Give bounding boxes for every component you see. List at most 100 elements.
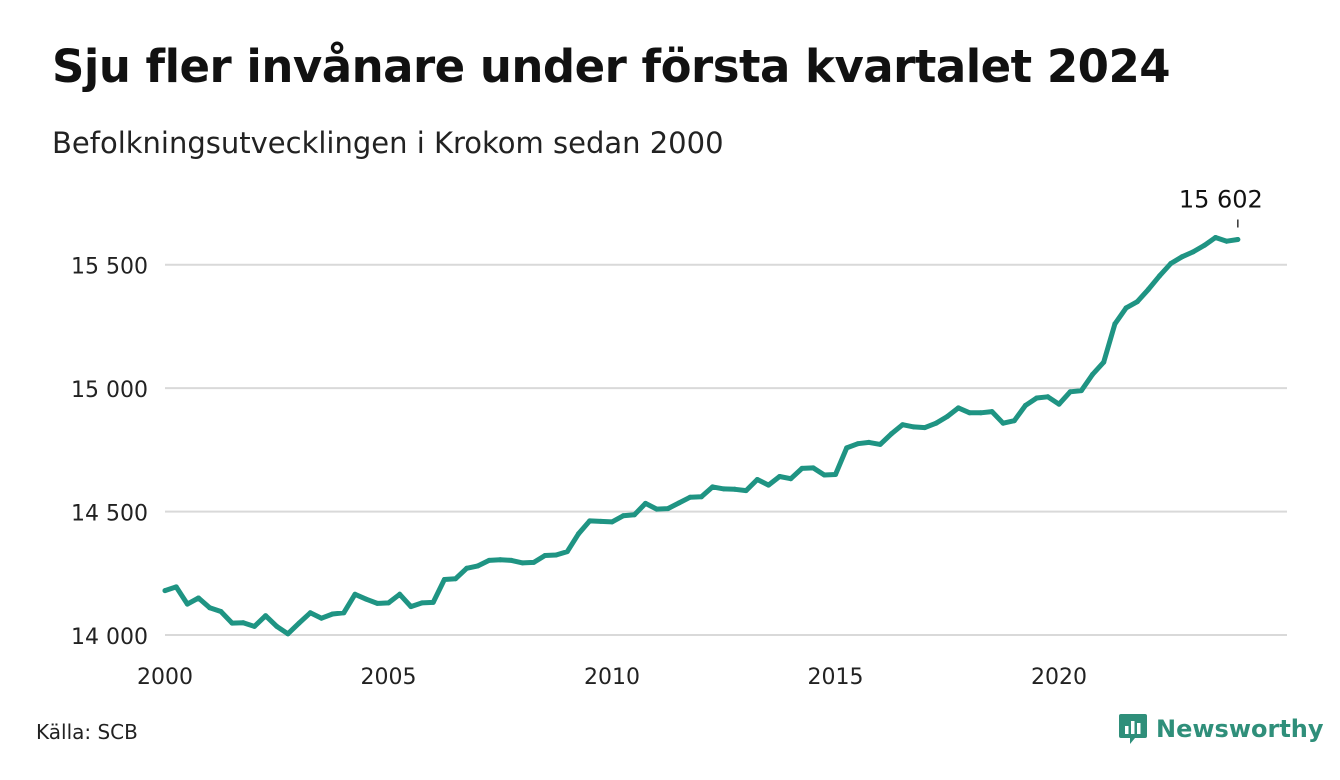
data-point (989, 409, 995, 415)
data-point (1112, 321, 1118, 327)
data-point (654, 506, 660, 512)
data-point (1011, 418, 1017, 424)
data-point (1101, 359, 1107, 365)
data-point (330, 611, 336, 617)
data-point (687, 494, 693, 500)
data-point (978, 410, 984, 416)
data-point (475, 563, 481, 569)
data-point (363, 596, 369, 602)
data-point (251, 623, 257, 629)
data-point (319, 615, 324, 621)
data-point (587, 518, 593, 524)
data-point (911, 424, 917, 430)
data-point (676, 500, 682, 506)
data-point (531, 559, 537, 565)
data-point (419, 600, 425, 606)
data-point (408, 604, 414, 610)
data-point (464, 565, 470, 571)
data-point (207, 605, 213, 611)
y-tick-label: 14 000 (71, 625, 148, 650)
data-point (833, 472, 838, 477)
data-point (799, 465, 805, 471)
data-point (453, 576, 459, 582)
data-point (374, 600, 380, 606)
data-point (1224, 238, 1230, 244)
data-point (553, 552, 559, 558)
annotation-label: 15 602 (1179, 186, 1263, 214)
data-point (1213, 235, 1218, 240)
data-point (620, 513, 626, 519)
data-point (1034, 395, 1040, 401)
data-point (877, 441, 883, 447)
annotation-layer: 15 602 (1179, 186, 1263, 228)
data-point (888, 431, 894, 437)
data-point (698, 494, 704, 500)
data-point (643, 500, 648, 506)
chart-subtitle: Befolkningsutvecklingen i Krokom sedan 2… (52, 126, 724, 160)
data-point (821, 472, 827, 478)
data-point (631, 512, 637, 518)
data-point (386, 600, 391, 606)
data-point (866, 439, 872, 445)
data-point (777, 474, 783, 479)
data-point (844, 445, 850, 451)
data-point (173, 584, 179, 590)
data-point (1000, 420, 1006, 426)
data-point (341, 610, 347, 616)
data-point (285, 631, 291, 637)
data-point (397, 591, 403, 597)
data-point (788, 476, 794, 482)
data-point (1145, 286, 1151, 292)
data-point (721, 486, 727, 492)
data-point (944, 414, 950, 419)
data-point (1056, 401, 1062, 407)
data-point (933, 420, 939, 426)
y-tick-label: 15 000 (71, 378, 148, 403)
data-point (497, 557, 503, 563)
data-point (732, 486, 738, 492)
data-point (576, 531, 581, 537)
x-tick-label: 2000 (137, 665, 193, 690)
x-tick-label: 2020 (1031, 665, 1087, 690)
data-point (1179, 254, 1185, 260)
y-axis-labels: 14 000 14 500 15 000 15 500 (71, 255, 148, 650)
data-point (196, 595, 201, 601)
data-point (955, 405, 961, 411)
data-point (1235, 237, 1241, 242)
data-point (810, 465, 816, 471)
y-tick-label: 14 500 (71, 502, 148, 527)
source-note: Källa: SCB (36, 720, 138, 744)
data-point (229, 620, 235, 626)
data-point (218, 609, 224, 614)
x-tick-label: 2015 (808, 665, 864, 690)
data-point (1078, 388, 1084, 394)
data-point (1168, 261, 1174, 266)
data-point (922, 425, 928, 431)
data-point (1123, 305, 1129, 311)
data-point (240, 620, 246, 626)
data-point (1190, 249, 1196, 255)
x-tick-label: 2005 (361, 665, 417, 690)
data-point (598, 518, 604, 524)
data-point (1090, 372, 1095, 377)
data-point (855, 441, 861, 447)
data-point (665, 506, 671, 512)
brand-name: Newsworthy (1156, 715, 1324, 743)
data-point (486, 557, 492, 563)
data-point (542, 553, 548, 558)
data-point (296, 620, 302, 626)
data-point (274, 623, 280, 629)
data-point (1067, 389, 1073, 395)
x-tick-label: 2010 (584, 665, 640, 690)
brand: Newsworthy (1118, 712, 1324, 746)
data-point (307, 610, 313, 616)
data-point (1045, 394, 1051, 400)
data-point (430, 599, 436, 605)
data-point (1134, 299, 1140, 305)
data-point (900, 422, 906, 428)
y-tick-label: 15 500 (71, 255, 148, 280)
data-point (609, 519, 615, 525)
data-point (1023, 402, 1028, 408)
data-point (1201, 242, 1207, 248)
